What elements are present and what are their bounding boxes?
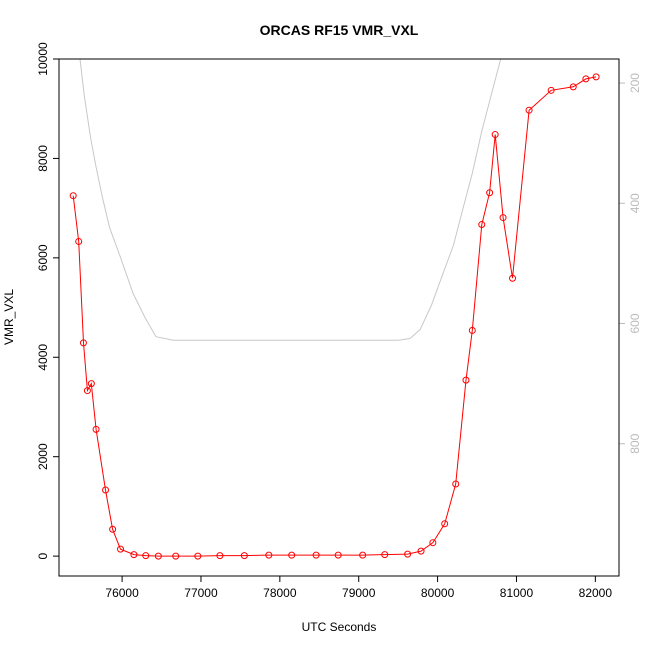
- y2-tick-label: 400: [628, 193, 642, 213]
- y-tick-label: 8000: [36, 145, 50, 172]
- series-line: [72, 76, 597, 557]
- y-tick-label: 2000: [36, 443, 50, 470]
- data-point: [525, 106, 533, 114]
- data-point: [312, 551, 320, 559]
- y-tick-label: 10000: [36, 42, 50, 76]
- x-tick-label: 76000: [105, 586, 139, 600]
- data-point: [216, 552, 224, 560]
- data-point: [429, 539, 437, 547]
- data-point: [240, 552, 248, 560]
- data-point: [441, 520, 449, 528]
- y2-tick-label: 200: [628, 73, 642, 93]
- data-point: [569, 83, 577, 91]
- data-point: [265, 551, 273, 559]
- data-point: [592, 73, 600, 81]
- data-point: [83, 387, 91, 395]
- data-point: [486, 189, 494, 197]
- data-point: [462, 376, 470, 384]
- data-point: [509, 274, 517, 282]
- data-point: [130, 551, 138, 559]
- y-tick-label: 6000: [36, 244, 50, 271]
- x-axis: 76000 77000 78000 79000 80000 81000 82000: [105, 576, 612, 600]
- x-tick-label: 80000: [421, 586, 455, 600]
- data-point: [102, 486, 110, 494]
- data-point: [381, 551, 389, 559]
- series-line-right-axis: [79, 59, 502, 341]
- y2-axis: 200 400 600 800: [619, 73, 642, 454]
- x-tick-label: 78000: [263, 586, 297, 600]
- data-point: [468, 326, 476, 334]
- data-point: [87, 380, 95, 388]
- data-point: [547, 86, 555, 94]
- x-axis-title: UTC Seconds: [302, 620, 377, 634]
- data-point: [582, 75, 590, 83]
- data-point: [69, 192, 77, 200]
- data-point: [359, 551, 367, 559]
- data-point: [142, 552, 150, 560]
- plot-area: [69, 59, 600, 560]
- data-point: [75, 237, 83, 245]
- data-point: [194, 552, 202, 560]
- data-point: [92, 425, 100, 433]
- data-point: [491, 131, 499, 139]
- data-point: [154, 552, 162, 560]
- plot-frame: [58, 58, 620, 577]
- data-point: [499, 214, 507, 222]
- y2-tick-label: 600: [628, 313, 642, 333]
- x-tick-label: 79000: [342, 586, 376, 600]
- data-point: [79, 339, 87, 347]
- data-point: [288, 551, 296, 559]
- y-axis: 0 2000 4000 6000 8000 10000: [36, 42, 59, 559]
- y-tick-label: 0: [36, 552, 50, 559]
- data-point: [452, 480, 460, 488]
- y2-tick-label: 800: [628, 433, 642, 453]
- data-point: [417, 547, 425, 555]
- data-point: [172, 552, 180, 560]
- data-point: [404, 550, 412, 558]
- x-tick-label: 77000: [184, 586, 218, 600]
- chart-title: ORCAS RF15 VMR_VXL: [260, 22, 419, 38]
- data-point: [117, 545, 125, 553]
- x-tick-label: 81000: [500, 586, 534, 600]
- y-tick-label: 4000: [36, 344, 50, 371]
- data-point: [334, 551, 342, 559]
- x-tick-label: 82000: [579, 586, 613, 600]
- y-axis-title: VMR_VXL: [2, 289, 16, 345]
- data-point: [109, 525, 117, 533]
- data-point: [478, 221, 486, 229]
